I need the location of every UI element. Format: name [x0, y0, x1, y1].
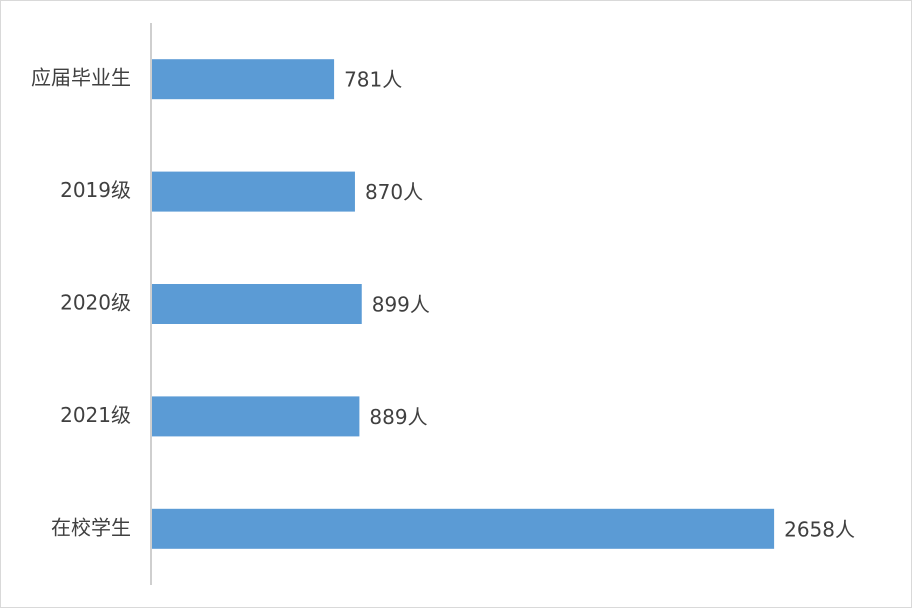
bar [152, 171, 355, 212]
data-label: 899人 [372, 293, 430, 317]
data-label: 870人 [365, 180, 423, 204]
data-label: 781人 [344, 68, 402, 92]
bars-group [152, 59, 775, 549]
bar [152, 508, 775, 549]
category-label: 2020级 [60, 291, 131, 315]
bar [152, 284, 362, 324]
bar [152, 59, 335, 100]
data-label: 2658人 [784, 517, 855, 541]
category-label: 在校学生 [51, 515, 131, 539]
data-label: 889人 [369, 405, 427, 429]
category-label: 2019级 [60, 178, 131, 202]
category-label: 应届毕业生 [31, 66, 131, 90]
bar [152, 396, 360, 437]
value-labels-group: 781人 870人 899人 889人 2658人 [344, 68, 855, 542]
category-label: 2021级 [60, 403, 131, 427]
